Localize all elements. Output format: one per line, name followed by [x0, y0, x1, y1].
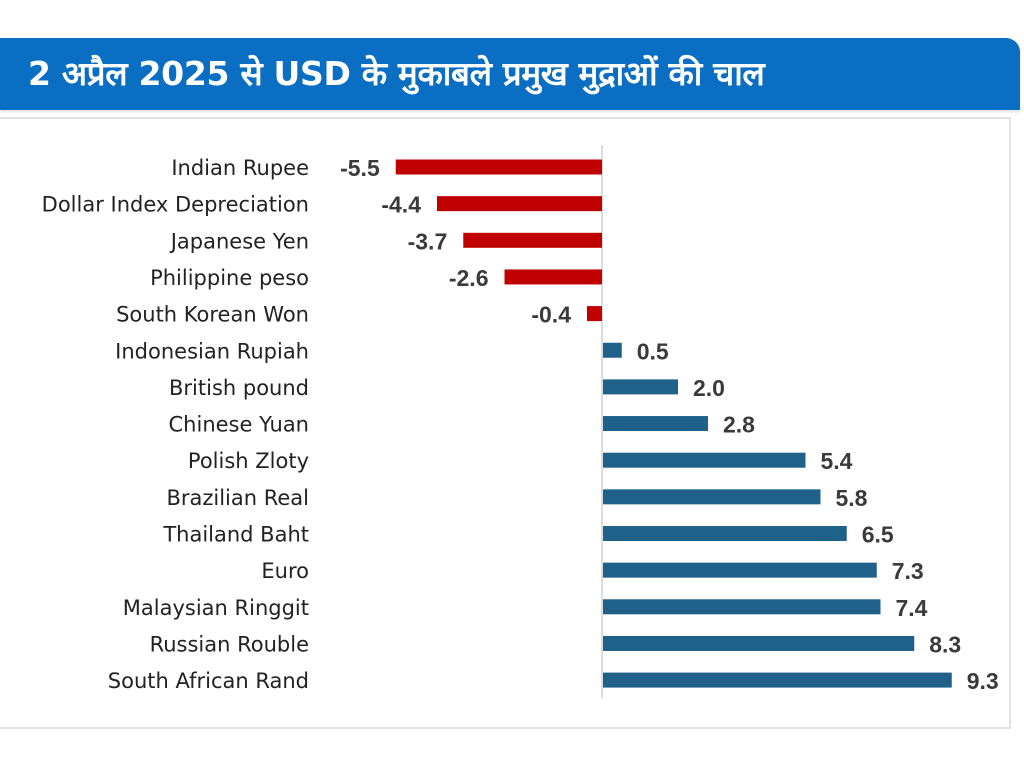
- category-label: Brazilian Real: [166, 486, 309, 510]
- negative-bar: [463, 232, 602, 248]
- value-label: 0.5: [637, 338, 669, 364]
- category-label: Dollar Index Depreciation: [42, 193, 309, 217]
- chart-title: 2 अप्रैल 2025 से USD के मुकाबले प्रमुख म…: [28, 54, 765, 93]
- value-label: 5.4: [821, 448, 853, 474]
- category-label: Chinese Yuan: [169, 413, 309, 437]
- positive-bar: [603, 452, 806, 468]
- positive-bar: [603, 635, 915, 651]
- value-label: 5.8: [836, 485, 868, 511]
- value-label: -5.5: [340, 155, 380, 181]
- value-label: -2.6: [449, 265, 489, 291]
- category-label: Euro: [261, 559, 309, 583]
- category-label: South African Rand: [108, 669, 309, 693]
- category-label: Polish Zloty: [188, 449, 309, 473]
- value-label: -4.4: [381, 192, 421, 218]
- value-label: 7.4: [896, 595, 928, 621]
- positive-bar: [603, 416, 708, 432]
- negative-bar: [504, 269, 602, 285]
- category-label: Malaysian Ringgit: [123, 596, 309, 620]
- positive-bar: [603, 342, 622, 358]
- value-label: -3.7: [408, 228, 448, 254]
- positive-bar: [603, 562, 877, 578]
- category-label: British pound: [169, 376, 309, 400]
- positive-bar: [603, 526, 847, 541]
- value-label: 2.0: [693, 375, 725, 401]
- positive-bar: [603, 489, 821, 505]
- value-label: -0.4: [531, 302, 571, 328]
- positive-bar: [603, 599, 881, 615]
- category-label: South Korean Won: [116, 303, 309, 327]
- category-label: Thailand Baht: [162, 523, 309, 547]
- value-label: 7.3: [892, 558, 924, 584]
- positive-bar: [603, 672, 952, 688]
- value-label: 6.5: [862, 522, 894, 548]
- title-banner: 2 अप्रैल 2025 से USD के मुकाबले प्रमुख म…: [0, 38, 1020, 110]
- negative-bar: [395, 159, 602, 175]
- chart-panel: [0, 117, 1011, 729]
- value-label: 9.3: [967, 668, 999, 694]
- negative-bar: [437, 196, 602, 212]
- value-label: 2.8: [723, 412, 755, 438]
- positive-bar: [603, 379, 678, 395]
- category-label: Indian Rupee: [171, 156, 309, 180]
- value-label: 8.3: [929, 631, 961, 657]
- bars-group: Indian Rupee -5.5 Dollar Index Depreciatio…: [42, 155, 999, 694]
- category-label: Japanese Yen: [169, 229, 309, 253]
- category-label: Indonesian Rupiah: [115, 339, 309, 363]
- negative-bar: [587, 306, 602, 322]
- category-label: Philippine peso: [150, 266, 309, 290]
- category-label: Russian Rouble: [150, 632, 309, 656]
